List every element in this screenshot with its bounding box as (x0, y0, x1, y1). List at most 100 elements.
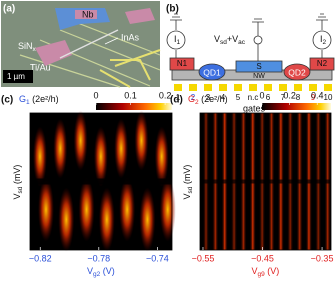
label: InAs (121, 32, 140, 42)
colorbar-tick-label: 0.2 (159, 90, 172, 100)
colorbar-unit: (2e²/h) (30, 94, 59, 104)
gate (234, 84, 242, 91)
colorbar-tick-label: 0.4 (311, 90, 324, 100)
label: Ti/Au (30, 62, 51, 72)
heatmap-texture (159, 177, 176, 242)
gate (309, 84, 317, 91)
heatmap-panel: (c) G1 (2e²/h) 0 0.1 0.2 −0.82 −0.78 −0.74 Vg2 (… (1, 90, 176, 278)
gates: 1 2 3 4 5 n.c 6 7 8 9 10 (174, 84, 333, 102)
label: N2 (317, 59, 328, 68)
scale-bar-box (3, 70, 33, 83)
gate (294, 84, 302, 91)
axis-symbol: V (87, 266, 93, 276)
heatmap-texture (200, 179, 331, 184)
label: NW (253, 73, 265, 80)
x-tick-label: −0.78 (87, 253, 110, 263)
label-subscript: sd (220, 39, 227, 46)
label: Vsd+Vac (214, 34, 246, 45)
heatmap-texture (134, 110, 149, 171)
colorbar-subscript: 1 (26, 99, 30, 106)
label: I1 (174, 34, 181, 45)
x-tick-label: −0.55 (192, 253, 215, 263)
gate-number: 2 (191, 93, 196, 102)
x-tick-label: −0.74 (146, 253, 169, 263)
gate (324, 84, 332, 91)
colorbar-symbol: G (188, 94, 195, 104)
arrow (104, 37, 119, 45)
label: I (174, 34, 177, 44)
axis-subscript: sd (17, 186, 24, 193)
label: S (256, 62, 261, 71)
colorbar-tick-label: 0.1 (124, 90, 137, 100)
scale-bar: 1 µm (7, 72, 25, 81)
source (252, 18, 264, 62)
y-axis-title: Vsd (mV) (12, 165, 23, 200)
label-subscript: x (33, 46, 37, 53)
plot-frame (199, 112, 332, 251)
label: I2 (320, 34, 327, 45)
gate (249, 84, 257, 91)
ammeter (312, 30, 332, 50)
colorbar-title: G1 (2e²/h) (19, 94, 59, 105)
axis-unit: (mV) (12, 165, 22, 187)
y-axis-title: Vsd (mV) (182, 165, 193, 200)
heatmap-texture (73, 110, 88, 171)
leads (19, 19, 161, 88)
heatmap-panel: (d) G2 (2e²/h) 0 0.2 0.4 −0.55 −0.45 −0.35 Vg9 (… (170, 90, 333, 277)
axis-symbol: V (12, 193, 22, 199)
ground (316, 13, 328, 58)
axis-unit: (V) (100, 266, 115, 276)
x-tick-label: −0.45 (251, 253, 274, 263)
colorbar-tick-label: 0.2 (283, 90, 296, 100)
plot-frame (29, 112, 173, 251)
heatmap-texture (38, 177, 54, 242)
label: Nb (82, 9, 94, 19)
panel-label: (d) (170, 95, 183, 106)
colorbar-title: G2 (2e²/h) (188, 94, 228, 105)
gate-number: 5 (236, 93, 241, 102)
colorbar-unit: (2e²/h) (199, 94, 228, 104)
colorbar-tick-label: 0 (93, 90, 98, 100)
colorbar-symbol: G (19, 94, 26, 104)
label-subscript: ac (238, 39, 246, 46)
s (235, 60, 283, 73)
axis-symbol: V (182, 193, 192, 199)
heatmap-texture (53, 118, 68, 179)
colorbar-tick-label: 0 (259, 90, 264, 100)
label-subscript: 2 (323, 39, 327, 46)
gold-leads (99, 49, 161, 88)
label: QD2 (288, 67, 306, 77)
heatmap-texture (33, 126, 47, 187)
qd2 (283, 63, 311, 81)
heatmap-texture (93, 126, 108, 187)
gate (219, 84, 227, 91)
heatmap-texture (58, 187, 75, 252)
colorbar-subscript: 2 (195, 99, 199, 106)
gate-number: 7 (281, 93, 286, 102)
label: N1 (177, 59, 188, 68)
ammeter (166, 30, 186, 50)
x-tick-label: −0.35 (311, 253, 334, 263)
axis-subscript: g9 (258, 271, 266, 278)
axis-unit: (mV) (182, 165, 192, 187)
qd1 (198, 63, 226, 81)
heatmap-texture (30, 178, 172, 185)
axis-unit: (V) (265, 266, 280, 276)
n2 (309, 57, 335, 71)
gate-number: 10 (324, 93, 333, 102)
gate-number: 4 (221, 93, 226, 102)
pad (75, 10, 97, 19)
gate-number: n.c (248, 93, 259, 102)
panel-a: (a) Nb InAs SiNx Ti/Au 1 µm (1, 1, 161, 88)
n1 (169, 57, 195, 71)
x-tick-label: −0.82 (29, 253, 52, 263)
heatmap-texture (154, 126, 169, 187)
gate-number: 3 (206, 93, 211, 102)
gate-number: 8 (296, 93, 301, 102)
heatmap-texture (78, 177, 95, 242)
ground (170, 13, 182, 58)
colorbar (262, 103, 331, 110)
heatmap-texture (114, 118, 129, 179)
gate (174, 84, 182, 91)
